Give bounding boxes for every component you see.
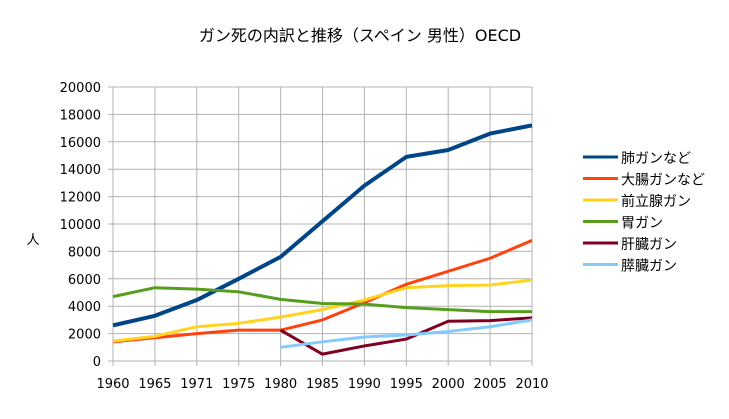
series-line xyxy=(280,318,533,349)
x-tick-label: 2010 xyxy=(515,377,548,392)
x-tick-label: 2000 xyxy=(432,377,465,392)
legend-label: 膵臓ガン xyxy=(621,259,677,275)
series-line xyxy=(112,123,533,328)
series-line xyxy=(279,316,533,356)
x-tick-label: 1980 xyxy=(264,377,297,392)
x-tick-label: 1965 xyxy=(138,377,171,392)
y-tick-label: 4000 xyxy=(68,300,101,315)
y-tick-label: 2000 xyxy=(68,328,101,343)
y-tick-label: 6000 xyxy=(68,273,101,288)
series-line xyxy=(112,239,533,344)
y-tick-label: 14000 xyxy=(60,163,101,178)
legend-label: 胃ガン xyxy=(621,216,663,232)
x-tick-label: 1995 xyxy=(390,377,423,392)
y-tick-label: 20000 xyxy=(60,81,101,96)
x-tick-label: 1990 xyxy=(348,377,381,392)
legend-label: 大腸ガンなど xyxy=(621,173,705,189)
y-axis-label: 人 xyxy=(26,233,39,248)
x-tick-label: 2005 xyxy=(474,377,507,392)
series-line xyxy=(112,278,533,343)
y-tick-label: 18000 xyxy=(60,108,101,123)
y-tick-label: 0 xyxy=(93,355,101,370)
legend-label: 前立腺ガン xyxy=(621,193,691,210)
x-tick-label: 1960 xyxy=(96,377,129,392)
y-tick-label: 8000 xyxy=(68,245,101,260)
series-line xyxy=(112,286,532,314)
y-tick-label: 12000 xyxy=(60,191,101,206)
x-tick-label: 1985 xyxy=(306,377,339,392)
y-tick-label: 16000 xyxy=(60,136,101,151)
x-tick-label: 1971 xyxy=(180,377,213,392)
y-tick-label: 10000 xyxy=(60,218,101,233)
legend-label: 肺ガンなど xyxy=(621,151,691,167)
legend-label: 肝臓ガン xyxy=(621,237,677,253)
chart-title: ガン死の内訳と推移（スペイン 男性）OECD xyxy=(199,26,521,45)
x-tick-label: 1975 xyxy=(222,377,255,392)
